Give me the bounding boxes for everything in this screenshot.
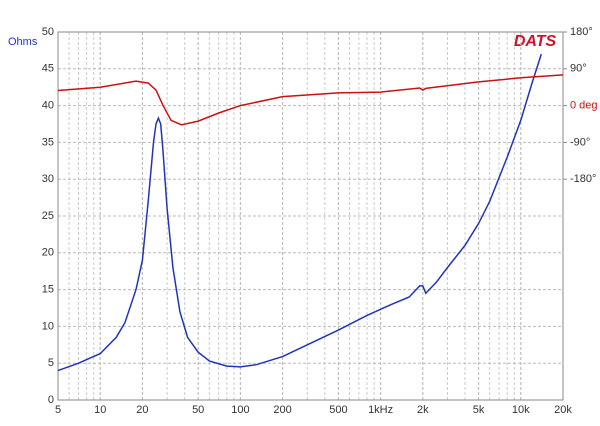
y-tick-label: 5: [48, 357, 54, 369]
y2-tick-label: 90°: [570, 63, 587, 75]
y-tick-label: 0: [48, 394, 54, 406]
y-tick-label: 20: [42, 247, 54, 259]
x-tick-label: 10k: [512, 404, 530, 416]
series-line: [57, 74, 564, 126]
y-tick-label: 50: [42, 26, 54, 38]
x-tick-label: 100: [231, 404, 249, 416]
y-tick-label: 40: [42, 100, 54, 112]
x-tick-label: 1kHz: [368, 404, 393, 416]
series-line: [57, 53, 543, 372]
x-tick-label: 5k: [473, 404, 485, 416]
y2-tick-label: -90°: [570, 136, 590, 148]
x-tick-label: 5: [55, 404, 61, 416]
y2-tick-label: 0 deg: [570, 100, 598, 112]
y2-tick-label: -180°: [570, 173, 596, 185]
y-tick-label: 25: [42, 210, 54, 222]
plot-frame: [57, 31, 564, 401]
y-axis-label: Ohms: [8, 36, 38, 48]
y-tick-label: 10: [42, 320, 54, 332]
x-tick-label: 20k: [554, 404, 572, 416]
y-tick-label: 30: [42, 173, 54, 185]
x-tick-label: 200: [273, 404, 291, 416]
x-tick-label: 50: [192, 404, 204, 416]
y2-tick-label: 180°: [570, 26, 593, 38]
x-tick-label: 20: [136, 404, 148, 416]
x-tick-label: 500: [329, 404, 347, 416]
y-tick-label: 15: [42, 284, 54, 296]
x-tick-label: 2k: [417, 404, 429, 416]
y-tick-label: 35: [42, 136, 54, 148]
logo: DATS: [514, 33, 557, 50]
y-tick-label: 45: [42, 63, 54, 75]
x-tick-label: 10: [94, 404, 106, 416]
